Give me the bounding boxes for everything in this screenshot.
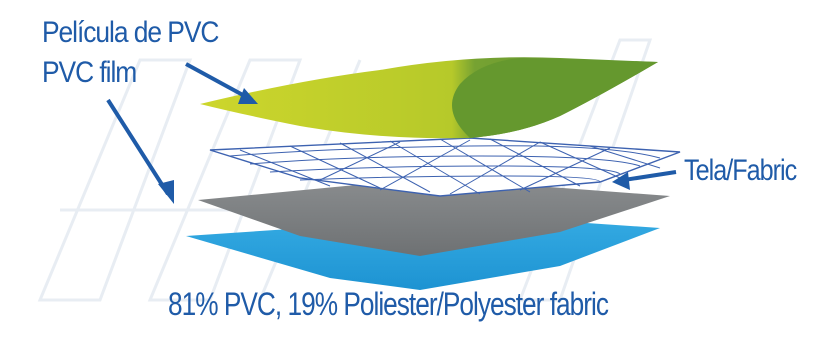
fabric-mesh-layer [209,137,681,197]
arrow-to-fabric [623,170,677,182]
arrow-to-pvc-middle-head [158,180,174,204]
pvc-middle-layer [198,178,670,256]
pvc-top-layer-fold [452,58,658,138]
composition-label: 81% PVC, 19% Poliester/Polyester fabric [168,286,609,322]
arrow-to-fabric-head [612,172,630,190]
arrow-to-pvc-top [185,62,253,102]
arrow-to-pvc-top-head [238,88,258,104]
pvc-film-spanish-label: Película de PVC [42,16,219,49]
pvc-film-english-label: PVC film [42,56,137,89]
fabric-label: Tela/Fabric [684,154,797,187]
arrow-to-pvc-middle [106,98,170,196]
